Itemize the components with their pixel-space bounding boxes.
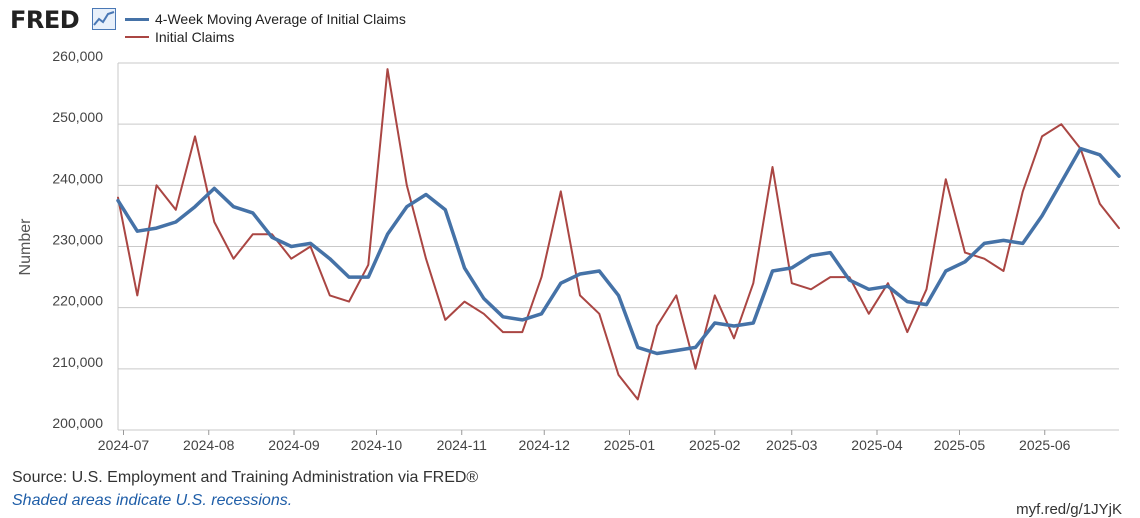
y-axis-ticks: 200,000 210,000 220,000 230,000 240,000 250,0…: [52, 50, 103, 431]
x-tick-label: 2025-01: [604, 437, 656, 453]
x-axis-ticks: 2024-07 2024-08 2024-09 2024-10 2024-11 2024-…: [98, 430, 1071, 453]
series-line-initial-claims: [117, 68, 1120, 401]
legend-swatch-initial-claims: [125, 36, 149, 38]
x-tick-label: 2024-08: [183, 437, 235, 453]
short-url-link[interactable]: myf.red/g/1JYjK: [1016, 501, 1122, 518]
y-tick-label: 250,000: [52, 109, 103, 125]
y-tick-label: 240,000: [52, 170, 103, 186]
chart-header: FRED 4-Week Moving Average of Initial Cl…: [0, 0, 1140, 50]
x-tick-label: 2025-06: [1019, 437, 1071, 453]
legend: 4-Week Moving Average of Initial Claims …: [125, 10, 406, 46]
x-tick-label: 2025-04: [851, 437, 903, 453]
x-tick-label: 2025-05: [934, 437, 986, 453]
line-chart: 200,000 210,000 220,000 230,000 240,000 250,0…: [17, 50, 1121, 453]
y-tick-label: 200,000: [52, 415, 103, 431]
fred-logo[interactable]: FRED: [10, 6, 80, 34]
y-axis-label: Number: [17, 218, 34, 276]
recession-note: Shaded areas indicate U.S. recessions.: [12, 492, 293, 509]
series-lines: [116, 68, 1121, 401]
x-tick-label: 2024-11: [437, 437, 488, 453]
x-tick-label: 2024-12: [519, 437, 571, 453]
fred-chart-icon: [92, 8, 116, 30]
y-tick-label: 210,000: [52, 354, 103, 370]
gridlines: [117, 62, 1119, 431]
legend-swatch-moving-average: [125, 17, 149, 21]
x-tick-label: 2025-02: [689, 437, 741, 453]
x-tick-label: 2024-07: [98, 437, 150, 453]
legend-item-moving-average: 4-Week Moving Average of Initial Claims: [125, 10, 406, 28]
x-tick-label: 2024-09: [268, 437, 320, 453]
y-tick-label: 230,000: [52, 232, 103, 248]
x-tick-label: 2024-10: [351, 437, 403, 453]
legend-label-initial-claims: Initial Claims: [155, 29, 235, 45]
y-tick-label: 260,000: [52, 50, 103, 64]
series-line-moving-average: [116, 146, 1121, 356]
source-note: Source: U.S. Employment and Training Adm…: [12, 469, 479, 486]
legend-label-moving-average: 4-Week Moving Average of Initial Claims: [155, 11, 406, 27]
legend-item-initial-claims: Initial Claims: [125, 28, 406, 46]
y-tick-label: 220,000: [52, 293, 103, 309]
x-tick-label: 2025-03: [766, 437, 818, 453]
